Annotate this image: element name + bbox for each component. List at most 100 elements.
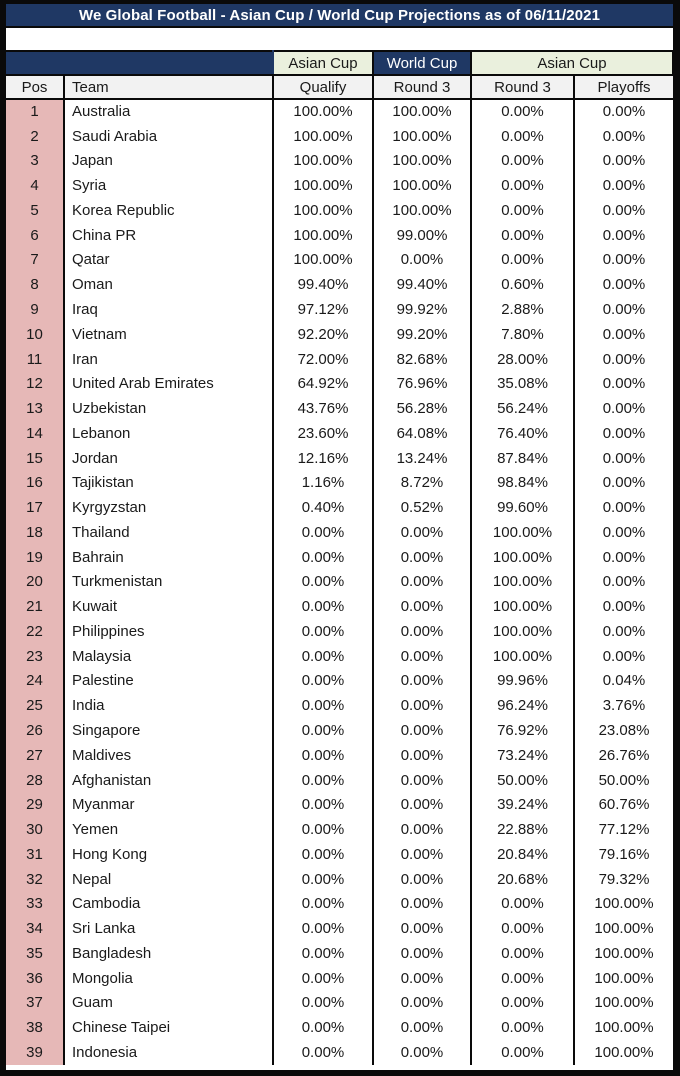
ac-round3-cell: 50.00% (470, 767, 575, 793)
ac-round3-cell: 0.00% (470, 1040, 575, 1065)
qualify-cell: 0.00% (272, 520, 374, 545)
pos-cell: 4 (6, 173, 65, 199)
playoffs-cell: 0.00% (573, 569, 673, 595)
qualify-cell: 0.00% (272, 569, 374, 595)
ac-round3-cell: 0.00% (470, 941, 575, 966)
playoffs-cell: 0.00% (573, 445, 673, 471)
ac-round3-cell: 20.84% (470, 841, 575, 867)
qualify-cell: 92.20% (272, 321, 374, 347)
table-row: 22 Philippines 0.00% 0.00% 100.00% 0.00% (6, 619, 673, 644)
wc-round3-cell: 0.00% (372, 1015, 472, 1041)
table-row: 9 Iraq 97.12% 99.92% 2.88% 0.00% (6, 297, 673, 322)
ac-round3-cell: 56.24% (470, 396, 575, 421)
table-row: 18 Thailand 0.00% 0.00% 100.00% 0.00% (6, 520, 673, 545)
wc-round3-cell: 99.00% (372, 222, 472, 248)
pos-cell: 39 (6, 1040, 65, 1065)
pos-cell: 25 (6, 693, 65, 719)
team-cell: Malaysia (63, 643, 274, 669)
table-row: 8 Oman 99.40% 99.40% 0.60% 0.00% (6, 272, 673, 298)
pos-cell: 2 (6, 123, 65, 149)
ac-round3-cell: 22.88% (470, 817, 575, 842)
ac-round3-cell: 100.00% (470, 619, 575, 644)
qualify-cell: 43.76% (272, 396, 374, 421)
wc-round3-cell: 0.00% (372, 544, 472, 570)
pos-cell: 14 (6, 420, 65, 446)
qualify-cell: 0.00% (272, 841, 374, 867)
wc-round3-cell: 0.00% (372, 767, 472, 793)
table-row: 5 Korea Republic 100.00% 100.00% 0.00% 0.00% (6, 198, 673, 223)
wc-round3-cell: 99.92% (372, 297, 472, 322)
playoffs-cell: 0.00% (573, 173, 673, 199)
group-header-asian-cup-qualify: Asian Cup (272, 51, 374, 76)
qualify-cell: 0.00% (272, 1015, 374, 1041)
ac-round3-cell: 73.24% (470, 742, 575, 768)
wc-round3-cell: 8.72% (372, 470, 472, 496)
ac-round3-cell: 0.00% (470, 891, 575, 917)
playoffs-cell: 0.00% (573, 148, 673, 174)
column-header-team: Team (63, 75, 274, 100)
spacer (6, 28, 673, 50)
team-cell: Oman (63, 272, 274, 298)
wc-round3-cell: 100.00% (372, 123, 472, 149)
wc-round3-cell: 100.00% (372, 198, 472, 223)
pos-cell: 17 (6, 495, 65, 521)
pos-cell: 9 (6, 297, 65, 322)
table-row: 25 India 0.00% 0.00% 96.24% 3.76% (6, 693, 673, 719)
qualify-cell: 0.00% (272, 866, 374, 892)
wc-round3-cell: 0.00% (372, 965, 472, 991)
table-row: 7 Qatar 100.00% 0.00% 0.00% 0.00% (6, 247, 673, 273)
wc-round3-cell: 0.00% (372, 668, 472, 694)
playoffs-cell: 100.00% (573, 941, 673, 966)
table-row: 1 Australia 100.00% 100.00% 0.00% 0.00% (6, 99, 673, 124)
wc-round3-cell: 0.00% (372, 891, 472, 917)
playoffs-cell: 0.00% (573, 247, 673, 273)
wc-round3-cell: 0.00% (372, 520, 472, 545)
table-row: 26 Singapore 0.00% 0.00% 76.92% 23.08% (6, 718, 673, 743)
table-row: 33 Cambodia 0.00% 0.00% 0.00% 100.00% (6, 891, 673, 917)
wc-round3-cell: 0.00% (372, 569, 472, 595)
pos-cell: 36 (6, 965, 65, 991)
team-cell: Chinese Taipei (63, 1015, 274, 1041)
table-row: 6 China PR 100.00% 99.00% 0.00% 0.00% (6, 222, 673, 248)
table-row: 34 Sri Lanka 0.00% 0.00% 0.00% 100.00% (6, 916, 673, 942)
playoffs-cell: 0.00% (573, 198, 673, 223)
ac-round3-cell: 2.88% (470, 297, 575, 322)
qualify-cell: 0.00% (272, 742, 374, 768)
group-header-row: Asian Cup World Cup Asian Cup (6, 51, 673, 76)
table-row: 27 Maldives 0.00% 0.00% 73.24% 26.76% (6, 742, 673, 768)
playoffs-cell: 0.00% (573, 470, 673, 496)
column-header-pos: Pos (6, 75, 65, 100)
playoffs-cell: 0.00% (573, 371, 673, 397)
team-cell: Tajikistan (63, 470, 274, 496)
group-header-blank (6, 51, 274, 76)
qualify-cell: 0.00% (272, 990, 374, 1016)
ac-round3-cell: 0.00% (470, 916, 575, 942)
column-header-wc-round3: Round 3 (372, 75, 472, 100)
table-row: 15 Jordan 12.16% 13.24% 87.84% 0.00% (6, 445, 673, 471)
qualify-cell: 0.00% (272, 718, 374, 743)
pos-cell: 32 (6, 866, 65, 892)
column-header-ac-round3: Round 3 (470, 75, 575, 100)
team-cell: Uzbekistan (63, 396, 274, 421)
qualify-cell: 0.40% (272, 495, 374, 521)
team-cell: Kyrgyzstan (63, 495, 274, 521)
wc-round3-cell: 82.68% (372, 346, 472, 372)
pos-cell: 33 (6, 891, 65, 917)
table-row: 39 Indonesia 0.00% 0.00% 0.00% 100.00% (6, 1040, 673, 1065)
team-cell: Japan (63, 148, 274, 174)
wc-round3-cell: 0.00% (372, 742, 472, 768)
playoffs-cell: 0.00% (573, 396, 673, 421)
qualify-cell: 99.40% (272, 272, 374, 298)
table-row: 12 United Arab Emirates 64.92% 76.96% 35.08%… (6, 371, 673, 397)
team-cell: Thailand (63, 520, 274, 545)
pos-cell: 24 (6, 668, 65, 694)
wc-round3-cell: 13.24% (372, 445, 472, 471)
team-cell: Indonesia (63, 1040, 274, 1065)
team-cell: Afghanistan (63, 767, 274, 793)
playoffs-cell: 79.16% (573, 841, 673, 867)
ac-round3-cell: 20.68% (470, 866, 575, 892)
wc-round3-cell: 0.00% (372, 866, 472, 892)
team-cell: China PR (63, 222, 274, 248)
team-cell: Korea Republic (63, 198, 274, 223)
table-row: 35 Bangladesh 0.00% 0.00% 0.00% 100.00% (6, 941, 673, 966)
